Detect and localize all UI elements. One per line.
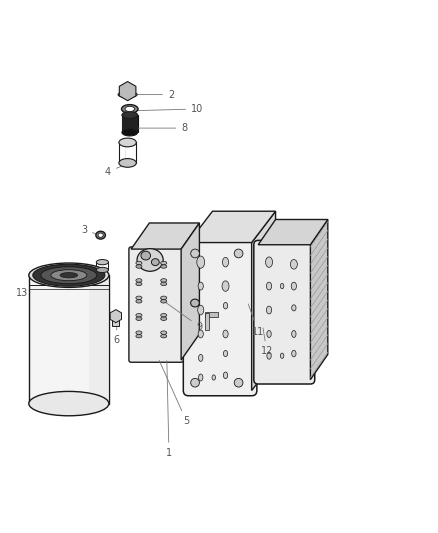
Ellipse shape [96, 231, 106, 239]
Ellipse shape [161, 300, 167, 303]
Ellipse shape [223, 257, 229, 267]
Ellipse shape [29, 263, 109, 287]
Ellipse shape [141, 251, 151, 260]
Text: 13: 13 [16, 288, 28, 297]
Ellipse shape [119, 158, 136, 167]
Ellipse shape [161, 317, 167, 320]
Polygon shape [188, 211, 276, 243]
Ellipse shape [96, 268, 109, 272]
Ellipse shape [267, 352, 271, 359]
Text: 6: 6 [113, 327, 120, 345]
Text: 10: 10 [137, 104, 203, 114]
Ellipse shape [96, 260, 109, 265]
Ellipse shape [292, 330, 296, 337]
Ellipse shape [223, 302, 228, 309]
Ellipse shape [161, 331, 167, 334]
Ellipse shape [33, 264, 105, 286]
Ellipse shape [136, 261, 142, 265]
Ellipse shape [265, 257, 272, 268]
Ellipse shape [161, 279, 167, 282]
Circle shape [191, 378, 199, 387]
Ellipse shape [137, 249, 163, 271]
Ellipse shape [161, 261, 167, 265]
Ellipse shape [223, 372, 228, 378]
Text: 5: 5 [159, 360, 190, 426]
Ellipse shape [41, 266, 97, 284]
Text: 11: 11 [248, 304, 264, 337]
Ellipse shape [197, 256, 205, 268]
FancyBboxPatch shape [254, 240, 315, 384]
Text: 9: 9 [160, 298, 202, 332]
Ellipse shape [198, 282, 203, 290]
Ellipse shape [280, 353, 284, 358]
Ellipse shape [198, 305, 204, 315]
Ellipse shape [51, 270, 87, 281]
Ellipse shape [136, 334, 142, 338]
Ellipse shape [198, 374, 203, 381]
Circle shape [191, 249, 199, 258]
Polygon shape [181, 223, 199, 360]
FancyBboxPatch shape [184, 237, 257, 396]
Ellipse shape [290, 260, 297, 269]
Ellipse shape [122, 111, 138, 118]
Ellipse shape [191, 299, 199, 307]
Bar [122, 115, 138, 133]
Text: 4: 4 [105, 165, 125, 176]
Ellipse shape [98, 233, 103, 237]
Ellipse shape [136, 331, 142, 334]
Text: 7: 7 [70, 266, 96, 277]
Ellipse shape [161, 334, 167, 338]
Polygon shape [311, 220, 328, 379]
Ellipse shape [198, 354, 203, 361]
Ellipse shape [152, 259, 159, 265]
Ellipse shape [136, 279, 142, 282]
Bar [89, 275, 109, 403]
Ellipse shape [223, 330, 228, 338]
Ellipse shape [291, 282, 297, 290]
Ellipse shape [136, 300, 142, 303]
Circle shape [234, 378, 243, 387]
Polygon shape [258, 220, 328, 245]
Ellipse shape [136, 282, 142, 286]
Ellipse shape [161, 296, 167, 300]
Ellipse shape [136, 317, 142, 320]
Circle shape [234, 249, 243, 258]
Ellipse shape [161, 313, 167, 317]
Polygon shape [252, 211, 276, 391]
Bar [29, 275, 109, 403]
Ellipse shape [136, 265, 142, 268]
Ellipse shape [118, 92, 137, 98]
Ellipse shape [29, 391, 109, 416]
Ellipse shape [292, 350, 296, 357]
Ellipse shape [122, 129, 138, 136]
Text: 1: 1 [166, 361, 172, 458]
Text: 2: 2 [130, 90, 174, 100]
Ellipse shape [60, 272, 78, 278]
Ellipse shape [119, 138, 136, 147]
Bar [113, 315, 119, 326]
Ellipse shape [161, 265, 167, 268]
Ellipse shape [161, 282, 167, 286]
Ellipse shape [222, 281, 229, 292]
Ellipse shape [125, 107, 134, 111]
Bar [205, 312, 218, 318]
Ellipse shape [292, 305, 296, 311]
Text: 3: 3 [81, 224, 97, 235]
Ellipse shape [267, 330, 271, 337]
Ellipse shape [121, 104, 138, 114]
FancyBboxPatch shape [129, 247, 184, 362]
Ellipse shape [223, 351, 228, 357]
Text: 8: 8 [137, 123, 187, 133]
Ellipse shape [136, 313, 142, 317]
Ellipse shape [266, 282, 272, 290]
Text: 12: 12 [261, 328, 273, 357]
Ellipse shape [198, 330, 203, 338]
Polygon shape [131, 223, 199, 249]
Ellipse shape [280, 284, 284, 289]
Ellipse shape [212, 375, 215, 380]
Bar [205, 313, 208, 329]
Ellipse shape [266, 306, 272, 314]
Ellipse shape [136, 296, 142, 300]
